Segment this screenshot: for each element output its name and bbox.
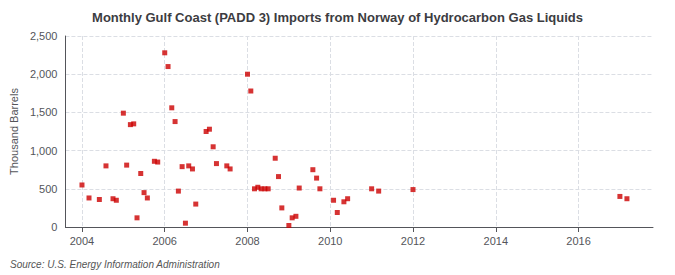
svg-text:Thousand Barrels: Thousand Barrels	[8, 88, 20, 175]
svg-text:2,000: 2,000	[30, 68, 58, 80]
svg-text:2006: 2006	[152, 235, 176, 247]
svg-text:500: 500	[39, 183, 57, 195]
svg-text:2004: 2004	[70, 235, 94, 247]
svg-text:1,000: 1,000	[30, 145, 58, 157]
svg-text:2010: 2010	[318, 235, 342, 247]
svg-text:2008: 2008	[235, 235, 259, 247]
svg-text:2016: 2016	[566, 235, 590, 247]
svg-text:0: 0	[51, 221, 57, 233]
svg-text:Monthly Gulf Coast (PADD 3) Im: Monthly Gulf Coast (PADD 3) Imports from…	[92, 10, 583, 25]
svg-text:Source: U.S. Energy Informatio: Source: U.S. Energy Information Administ…	[10, 259, 220, 270]
svg-text:2,500: 2,500	[30, 30, 58, 42]
svg-text:2012: 2012	[401, 235, 425, 247]
svg-text:1,500: 1,500	[30, 106, 58, 118]
svg-text:2014: 2014	[484, 235, 508, 247]
